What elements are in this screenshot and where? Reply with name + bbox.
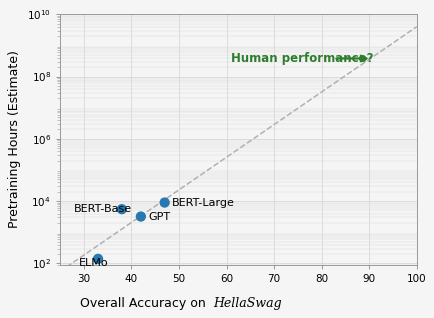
Text: ELMo: ELMo [79,259,108,268]
Text: GPT: GPT [148,211,170,222]
Point [161,200,168,205]
Y-axis label: Pretraining Hours (Estimate): Pretraining Hours (Estimate) [8,51,21,228]
Point [118,207,125,212]
Text: HellaSwag: HellaSwag [213,297,281,310]
Text: Overall Accuracy on: Overall Accuracy on [80,297,209,310]
Text: Human performance?: Human performance? [231,52,373,65]
Text: BERT-Base: BERT-Base [74,204,132,214]
Point [94,256,101,261]
Text: BERT-Large: BERT-Large [171,197,234,208]
Point [137,214,144,219]
